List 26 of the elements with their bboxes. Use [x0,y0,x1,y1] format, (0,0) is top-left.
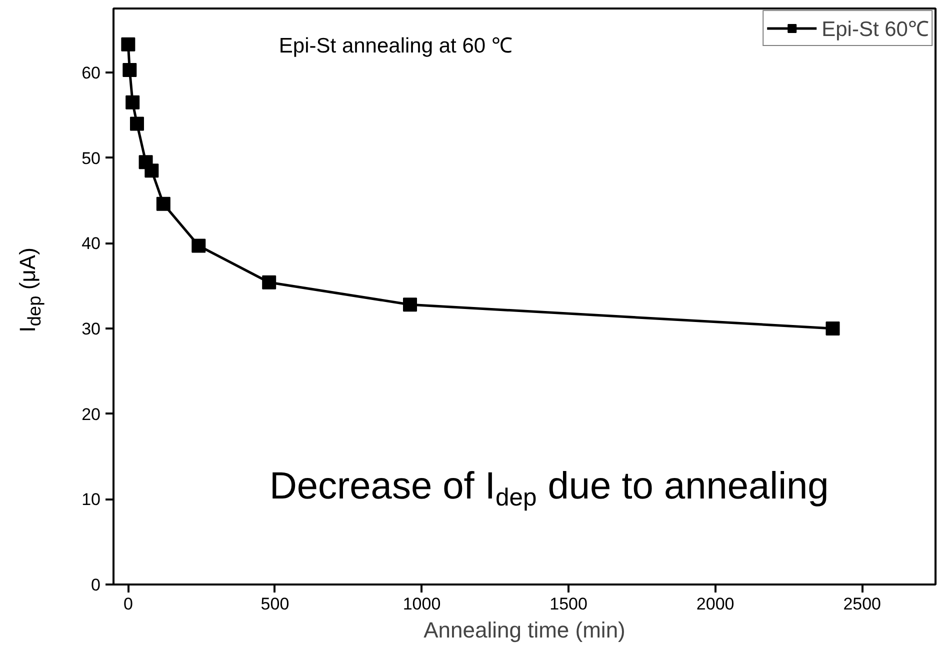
y-tick-label: 0 [91,576,101,594]
point [262,275,276,290]
point [122,62,137,77]
x-axis-title: Annealing time (min) [424,618,626,642]
x-tick-label: 1000 [402,594,441,614]
point [121,37,136,52]
y-tick-label: 30 [82,320,101,338]
point [130,116,144,131]
point [826,322,840,336]
point [144,164,159,178]
point [126,95,140,110]
y-tick-label: 40 [82,234,101,254]
x-tick-label: 0 [123,594,133,614]
y-tick-label: 20 [82,404,101,424]
y-tick-label: 60 [82,64,101,82]
y-tick-label: 50 [82,148,101,168]
point [403,298,418,312]
text: Epi-St annealing at 60 ℃ [278,34,512,58]
y-tick-label: 10 [82,490,101,510]
legend-label: Epi-St 60℃ [822,17,929,42]
x-tick-label: 500 [260,594,290,614]
x-tick-label: 2500 [843,594,882,614]
point [192,238,206,253]
point [156,196,170,211]
x-tick-label: 1500 [550,594,588,614]
x-tick-label: 2000 [696,594,734,614]
